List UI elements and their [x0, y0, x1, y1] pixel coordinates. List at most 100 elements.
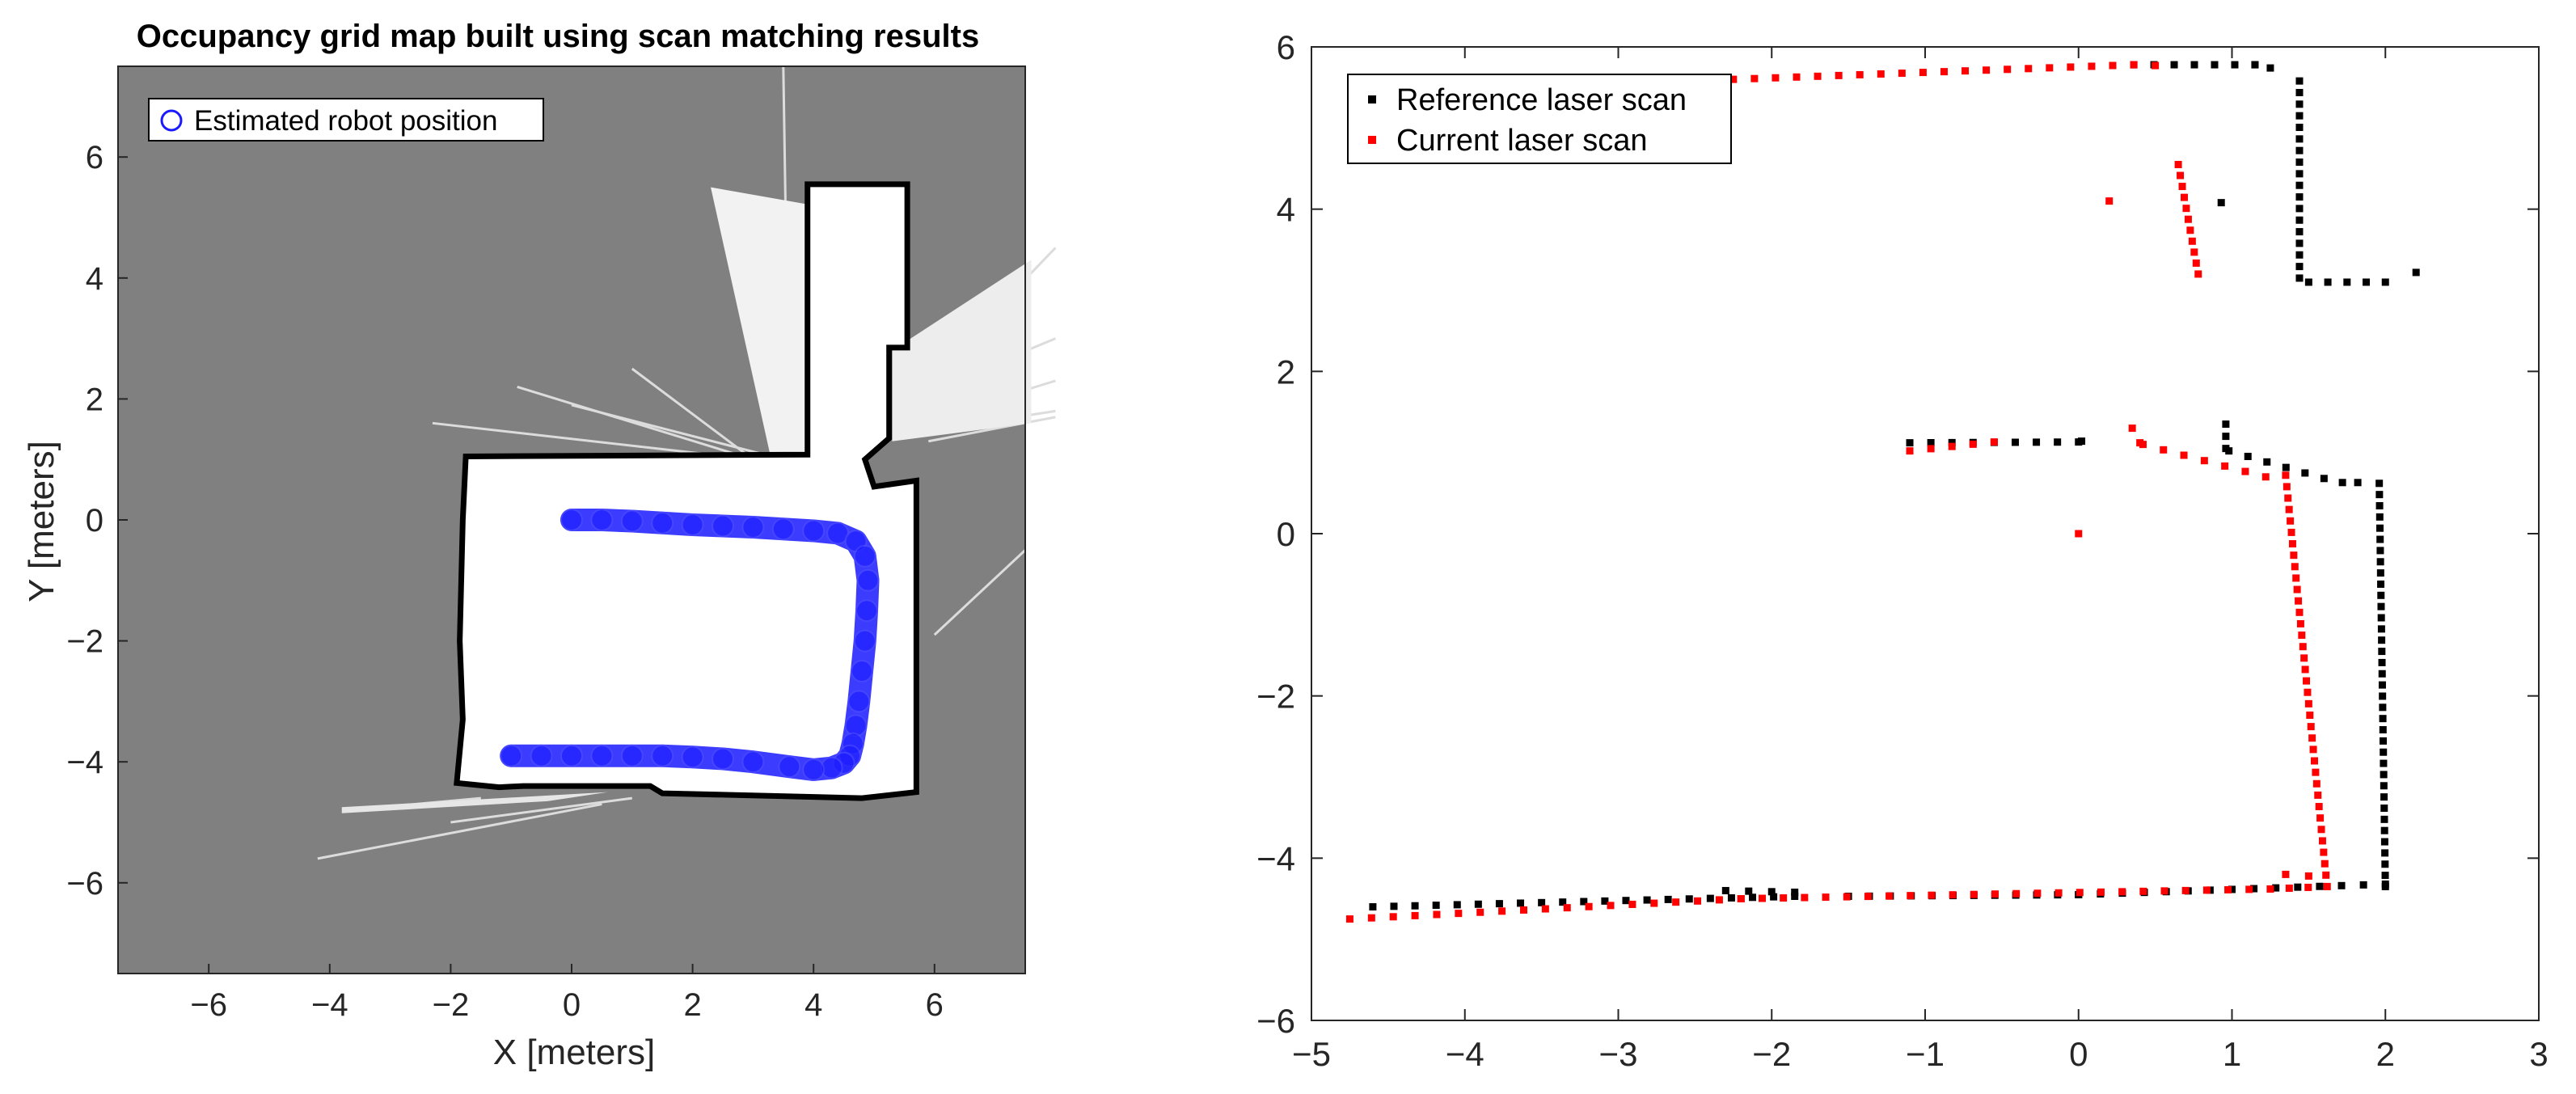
robot-position-point — [847, 690, 871, 713]
current-scan-point — [2033, 889, 2042, 898]
current-scan-point — [2105, 197, 2114, 205]
current-scan-point — [1801, 893, 1809, 902]
reference-scan-point — [2379, 715, 2387, 723]
map-free-cone-east — [892, 260, 1032, 441]
current-scan-point — [2160, 446, 2168, 454]
reference-scan-point — [2295, 228, 2304, 236]
reference-scan-point — [2376, 569, 2384, 577]
reference-scan-point — [1770, 893, 1778, 901]
current-scan-point — [2180, 193, 2188, 201]
robot-position-point — [802, 758, 826, 781]
robot-position-point — [560, 509, 583, 531]
reference-scan-point — [2295, 135, 2304, 143]
reference-scan-point — [1580, 898, 1588, 906]
reference-scan-point — [2375, 501, 2384, 509]
current-scan-point — [1949, 891, 1957, 899]
reference-scan-point — [2295, 216, 2304, 224]
reference-scan-point — [1601, 897, 1609, 905]
map-free-space — [456, 184, 917, 799]
robot-position-point — [500, 744, 523, 767]
reference-scan-point — [1685, 895, 1693, 903]
reference-scan-point — [2295, 158, 2304, 167]
map-ray-streak — [571, 403, 784, 461]
reference-scan-point — [1559, 898, 1567, 906]
robot-position-point — [856, 568, 880, 592]
robot-position-point — [802, 519, 826, 543]
current-scan-point — [2285, 505, 2293, 513]
current-scan-point — [2284, 494, 2292, 502]
reference-scan-point — [2338, 479, 2346, 487]
current-scan-point — [2295, 608, 2304, 616]
reference-scan-point — [2244, 452, 2252, 460]
current-scan-point — [1672, 898, 1680, 906]
current-scan-point — [2181, 886, 2190, 894]
current-scan-point — [1750, 74, 1759, 82]
robot-position-point — [560, 744, 583, 767]
current-scan-point — [1835, 71, 1843, 79]
reference-scan-point — [2301, 469, 2309, 477]
current-scan-point — [2186, 226, 2194, 234]
scan-x-tick-label: −2 — [1752, 1035, 1791, 1073]
current-scan-point — [1969, 440, 1977, 448]
current-scan-point — [2306, 711, 2314, 719]
scan-y-tick-label: 2 — [1277, 353, 1295, 391]
current-scan-point — [2315, 803, 2323, 811]
current-scan-point — [1907, 892, 1915, 900]
reference-scan-point — [2295, 77, 2304, 85]
current-scan-point — [2304, 872, 2312, 880]
current-scan-point — [1898, 70, 1906, 78]
current-scan-point — [2304, 883, 2312, 891]
current-scan-point — [2109, 61, 2117, 70]
current-scan-point — [1433, 910, 1441, 919]
robot-position-point — [771, 517, 795, 541]
current-scan-point — [2139, 441, 2147, 449]
current-scan-point — [2025, 65, 2033, 73]
current-scan-point — [1886, 892, 1894, 900]
reference-scan-point — [2251, 61, 2259, 69]
robot-position-point — [712, 747, 734, 771]
reference-scan-point — [2225, 447, 2233, 455]
current-scan-point — [2245, 885, 2253, 893]
legend-current-scan-label: Current laser scan — [1396, 124, 1647, 158]
reference-scan-point — [2380, 804, 2388, 812]
current-scan-point — [2160, 887, 2168, 895]
reference-scan-point — [2078, 437, 2086, 446]
current-scan-point — [1793, 73, 1801, 81]
current-scan-point — [1928, 891, 1936, 899]
scan-legend: Reference laser scan Current laser scan — [1347, 74, 1732, 164]
reference-scan-point — [2379, 726, 2387, 734]
map-y-tick-label: 0 — [86, 503, 103, 539]
current-scan-point — [2314, 791, 2322, 799]
reference-scan-point — [1474, 900, 1482, 908]
current-scan-point — [1940, 68, 1948, 76]
reference-scan-point — [1791, 888, 1799, 896]
reference-scan-point — [2381, 860, 2389, 868]
map-x-tick-label: −2 — [433, 987, 470, 1023]
robot-position-point — [778, 755, 801, 779]
current-scan-point — [2291, 563, 2299, 571]
robot-position-point — [590, 744, 614, 767]
current-scan-point — [2075, 530, 2083, 538]
reference-scan-point — [2354, 479, 2362, 487]
current-scan-point — [1389, 913, 1397, 921]
reference-scan-point — [1538, 898, 1546, 906]
reference-scan-point — [2295, 274, 2304, 282]
reference-scan-point — [2222, 433, 2230, 441]
current-scan-point — [2221, 462, 2229, 470]
reference-scan-point — [2378, 669, 2386, 678]
current-scan-point — [2046, 64, 2054, 72]
reference-scan-point — [2054, 438, 2062, 446]
map-ray-streak — [450, 796, 632, 824]
current-scan-point — [2184, 215, 2192, 223]
current-scan-point — [2295, 597, 2303, 605]
reference-scan-point — [2295, 88, 2304, 96]
reference-scan-point — [2380, 793, 2388, 801]
current-scan-point — [2303, 677, 2311, 685]
reference-scan-point — [2282, 463, 2290, 471]
current-scan-point — [2301, 665, 2309, 674]
current-scan-point — [1607, 902, 1615, 910]
reference-scan-point — [2316, 882, 2324, 890]
reference-scan-point — [1745, 887, 1753, 895]
legend-reference-scan-label: Reference laser scan — [1396, 83, 1687, 117]
current-scan-point — [2309, 746, 2317, 754]
